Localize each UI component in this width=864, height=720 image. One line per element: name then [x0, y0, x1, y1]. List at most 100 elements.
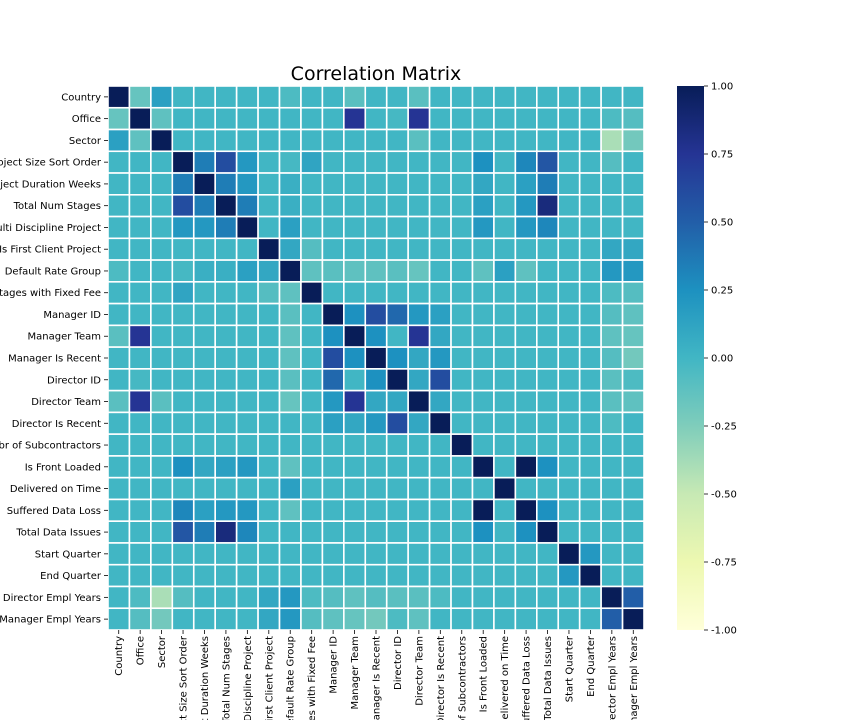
heatmap-cell-11-4	[192, 324, 216, 348]
x-tick-label: Is First Client Project	[264, 636, 275, 720]
heatmap-cell-22-6	[235, 563, 259, 588]
heatmap-cell-15-16	[450, 411, 474, 435]
heatmap-cell-14-13	[385, 389, 409, 414]
heatmap-cell-23-11	[343, 585, 367, 610]
heatmap-cell-21-21	[557, 542, 581, 566]
heatmap-cell-4-23	[600, 172, 624, 196]
x-tick-label: Suffered Data Loss	[522, 636, 533, 720]
heatmap-cell-22-10	[321, 563, 345, 588]
heatmap-cell-17-21	[557, 455, 581, 479]
heatmap-cell-15-6	[235, 411, 259, 435]
heatmap-cell-1-23	[600, 106, 624, 131]
heatmap-cell-5-14	[407, 194, 431, 218]
y-tick-label: Start Quarter	[35, 549, 102, 560]
heatmap-cell-3-19	[514, 150, 538, 174]
heatmap-cell-14-12	[364, 389, 388, 414]
y-tick-label: Suffered Data Loss	[7, 506, 101, 517]
heatmap-cell-10-13	[385, 302, 409, 327]
heatmap-cell-10-15	[428, 302, 452, 327]
heatmap-cell-10-14	[407, 302, 431, 327]
heatmap-cell-15-11	[343, 411, 367, 435]
heatmap-cell-9-24	[621, 281, 645, 305]
colorbar-ticks: 1.00 0.75 0.50 0.25 0.00 -0.25 -0.50 -0.75 -1.00	[704, 82, 737, 637]
heatmap-cell-16-17	[471, 433, 495, 457]
heatmap-cell-9-5	[214, 281, 238, 305]
heatmap-cell-1-10	[321, 106, 345, 131]
heatmap-cell-15-13	[385, 411, 409, 435]
heatmap-cell-24-15	[428, 607, 452, 631]
heatmap-cell-14-7	[257, 389, 281, 414]
heatmap-cell-0-2	[150, 85, 174, 109]
heatmap-cell-17-2	[150, 455, 174, 479]
x-tick-label: Director Empl Years	[607, 636, 618, 720]
heatmap-cell-20-16	[450, 520, 474, 544]
y-tick-label: Delivered on Time	[10, 484, 101, 495]
heatmap-cell-1-19	[514, 106, 538, 131]
heatmap-cell-11-23	[600, 324, 624, 348]
heatmap-cell-3-15	[428, 150, 452, 174]
heatmap-cell-7-24	[621, 237, 645, 261]
heatmap-cell-13-3	[171, 368, 195, 392]
x-tick-label: Sector	[157, 635, 168, 668]
heatmap-cell-14-1	[128, 389, 152, 414]
heatmap-cell-21-11	[343, 542, 367, 566]
heatmap-cell-7-12	[364, 237, 388, 261]
heatmap-cell-2-10	[321, 128, 345, 153]
heatmap-cell-8-21	[557, 259, 581, 283]
heatmap-cell-21-0	[107, 542, 131, 566]
heatmap-cell-0-0	[107, 85, 131, 109]
heatmap-cell-9-23	[600, 281, 624, 305]
heatmap-cell-3-0	[107, 150, 131, 174]
heatmap-cell-5-22	[578, 194, 602, 218]
colorbar-tick-label: -0.50	[711, 490, 737, 501]
y-tick-label: Manager ID	[43, 310, 101, 321]
heatmap-cell-13-19	[514, 368, 538, 392]
heatmap-cell-12-20	[535, 346, 560, 370]
heatmap-cell-8-20	[535, 259, 560, 283]
heatmap-cell-22-0	[107, 563, 131, 588]
heatmap-cell-0-9	[300, 85, 324, 109]
heatmap-cell-21-1	[128, 542, 152, 566]
heatmap-cell-5-24	[621, 194, 645, 218]
heatmap-cell-5-13	[385, 194, 409, 218]
heatmap-cell-10-3	[171, 302, 195, 327]
heatmap-cell-6-1	[128, 215, 152, 240]
heatmap-cell-11-18	[493, 324, 517, 348]
heatmap-cell-17-15	[428, 455, 452, 479]
heatmap-cell-24-4	[192, 607, 216, 631]
heatmap-cell-21-15	[428, 542, 452, 566]
heatmap-cell-17-19	[514, 455, 538, 479]
heatmap-cell-23-19	[514, 585, 538, 610]
heatmap-cell-10-5	[214, 302, 238, 327]
heatmap-cell-14-8	[278, 389, 302, 414]
heatmap-cell-4-9	[300, 172, 324, 196]
y-tick-label: Stages with Fixed Fee	[0, 288, 101, 299]
heatmap-cell-5-3	[171, 194, 195, 218]
heatmap-cell-13-12	[364, 368, 388, 392]
heatmap-cell-9-16	[450, 281, 474, 305]
heatmap-cell-17-12	[364, 455, 388, 479]
heatmap-cell-20-2	[150, 520, 174, 544]
heatmap-cell-11-13	[385, 324, 409, 348]
heatmap-cell-4-17	[471, 172, 495, 196]
heatmap-cell-21-16	[450, 542, 474, 566]
heatmap-cell-0-13	[385, 85, 409, 109]
heatmap-cell-24-21	[557, 607, 581, 631]
heatmap-cell-24-13	[385, 607, 409, 631]
heatmap-cell-6-15	[428, 215, 452, 240]
heatmap-cell-6-10	[321, 215, 345, 240]
heatmap-cell-18-8	[278, 476, 302, 501]
heatmap-cell-17-9	[300, 455, 324, 479]
heatmap-cell-14-19	[514, 389, 538, 414]
heatmap-cell-24-8	[278, 607, 302, 631]
heatmap-cell-3-6	[235, 150, 259, 174]
heatmap-cell-12-1	[128, 346, 152, 370]
heatmap-cell-9-8	[278, 281, 302, 305]
x-tick-label: Multi Discipline Project	[243, 636, 254, 720]
heatmap-cell-3-22	[578, 150, 602, 174]
heatmap-cell-12-3	[171, 346, 195, 370]
heatmap-cell-0-10	[321, 85, 345, 109]
heatmap-cell-17-7	[257, 455, 281, 479]
heatmap-cell-6-21	[557, 215, 581, 240]
heatmap-cell-20-13	[385, 520, 409, 544]
